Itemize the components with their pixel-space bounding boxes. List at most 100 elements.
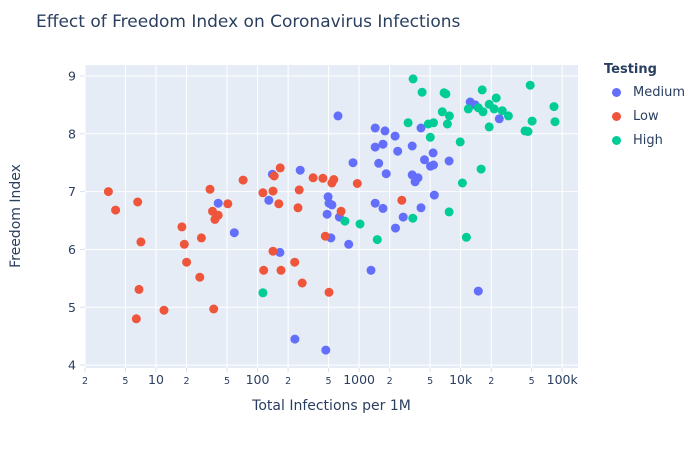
data-point-high[interactable]: [258, 288, 268, 298]
data-point-high[interactable]: [437, 107, 447, 117]
data-point-low[interactable]: [210, 214, 220, 224]
data-point-medium[interactable]: [290, 334, 300, 344]
data-point-high[interactable]: [403, 118, 413, 128]
data-point-medium[interactable]: [494, 114, 504, 124]
data-point-low[interactable]: [268, 186, 278, 196]
data-point-high[interactable]: [340, 216, 350, 226]
data-point-low[interactable]: [268, 246, 278, 256]
data-point-medium[interactable]: [370, 123, 380, 133]
data-point-medium[interactable]: [420, 155, 429, 165]
data-point-medium[interactable]: [322, 209, 332, 219]
data-point-medium[interactable]: [348, 158, 358, 168]
data-point-low[interactable]: [223, 199, 233, 209]
data-point-low[interactable]: [294, 185, 304, 195]
data-point-low[interactable]: [209, 304, 219, 314]
data-point-low[interactable]: [293, 203, 303, 213]
data-point-medium[interactable]: [393, 146, 403, 156]
data-point-low[interactable]: [103, 187, 113, 197]
data-point-medium[interactable]: [229, 228, 239, 238]
data-point-high[interactable]: [491, 93, 501, 103]
data-point-low[interactable]: [205, 184, 215, 194]
data-point-low[interactable]: [195, 272, 205, 282]
data-point-medium[interactable]: [344, 239, 354, 249]
data-point-medium[interactable]: [366, 265, 376, 275]
legend-item-high[interactable]: High: [604, 133, 685, 148]
data-point-high[interactable]: [417, 87, 427, 97]
data-point-high[interactable]: [477, 85, 487, 95]
data-point-low[interactable]: [111, 205, 121, 215]
data-point-medium[interactable]: [407, 141, 417, 151]
data-point-medium[interactable]: [295, 165, 305, 175]
data-point-high[interactable]: [461, 232, 471, 242]
data-point-low[interactable]: [136, 237, 146, 247]
data-point-high[interactable]: [355, 219, 365, 229]
data-point-high[interactable]: [457, 178, 467, 188]
data-point-high[interactable]: [423, 119, 433, 129]
data-point-medium[interactable]: [410, 177, 420, 187]
data-point-low[interactable]: [318, 173, 328, 183]
data-point-high[interactable]: [550, 117, 560, 127]
data-point-low[interactable]: [238, 175, 248, 185]
data-point-high[interactable]: [476, 164, 486, 174]
data-point-high[interactable]: [497, 106, 507, 116]
data-point-low[interactable]: [276, 265, 286, 275]
data-point-medium[interactable]: [380, 126, 390, 136]
data-point-medium[interactable]: [473, 286, 483, 296]
data-point-low[interactable]: [320, 231, 330, 241]
data-point-medium[interactable]: [428, 148, 438, 158]
data-point-low[interactable]: [179, 239, 189, 249]
data-point-medium[interactable]: [370, 142, 380, 152]
data-point-low[interactable]: [336, 206, 346, 216]
data-point-low[interactable]: [397, 195, 407, 205]
data-point-low[interactable]: [133, 197, 143, 207]
data-point-medium[interactable]: [275, 247, 285, 257]
data-point-medium[interactable]: [374, 158, 384, 168]
data-point-medium[interactable]: [378, 203, 388, 213]
data-point-medium[interactable]: [381, 169, 391, 179]
data-point-high[interactable]: [549, 102, 559, 112]
data-point-low[interactable]: [134, 284, 144, 294]
data-point-medium[interactable]: [327, 200, 337, 210]
data-point-high[interactable]: [408, 213, 418, 223]
data-point-high[interactable]: [523, 127, 533, 136]
data-point-medium[interactable]: [429, 160, 438, 170]
data-point-low[interactable]: [196, 233, 206, 243]
data-point-medium[interactable]: [398, 212, 408, 222]
data-point-high[interactable]: [525, 80, 535, 90]
data-point-medium[interactable]: [416, 203, 426, 213]
data-point-high[interactable]: [478, 107, 488, 117]
data-point-high[interactable]: [455, 137, 465, 147]
data-point-low[interactable]: [275, 163, 285, 173]
data-point-low[interactable]: [274, 199, 284, 209]
data-point-high[interactable]: [444, 207, 454, 217]
data-point-low[interactable]: [258, 188, 268, 198]
data-point-medium[interactable]: [378, 139, 388, 149]
data-point-medium[interactable]: [416, 123, 426, 133]
data-point-low[interactable]: [308, 173, 318, 183]
data-point-low[interactable]: [182, 257, 192, 267]
data-point-medium[interactable]: [370, 198, 380, 208]
data-point-medium[interactable]: [429, 190, 439, 200]
data-point-high[interactable]: [489, 104, 499, 114]
data-point-low[interactable]: [159, 305, 169, 315]
data-point-low[interactable]: [290, 257, 300, 267]
data-point-low[interactable]: [269, 171, 279, 181]
data-point-low[interactable]: [177, 222, 187, 232]
data-point-high[interactable]: [527, 116, 537, 126]
data-point-high[interactable]: [463, 104, 473, 114]
data-point-low[interactable]: [297, 278, 307, 288]
data-point-high[interactable]: [444, 111, 454, 121]
data-point-low[interactable]: [131, 314, 141, 324]
data-point-low[interactable]: [259, 265, 269, 275]
data-point-high[interactable]: [442, 119, 452, 129]
data-point-medium[interactable]: [213, 198, 223, 208]
legend-item-medium[interactable]: Medium: [604, 85, 685, 100]
data-point-high[interactable]: [441, 89, 451, 99]
data-point-low[interactable]: [324, 287, 334, 297]
data-point-medium[interactable]: [321, 345, 331, 355]
data-point-high[interactable]: [372, 235, 382, 245]
data-point-medium[interactable]: [390, 131, 400, 141]
data-point-medium[interactable]: [333, 111, 343, 121]
data-point-high[interactable]: [484, 122, 494, 132]
